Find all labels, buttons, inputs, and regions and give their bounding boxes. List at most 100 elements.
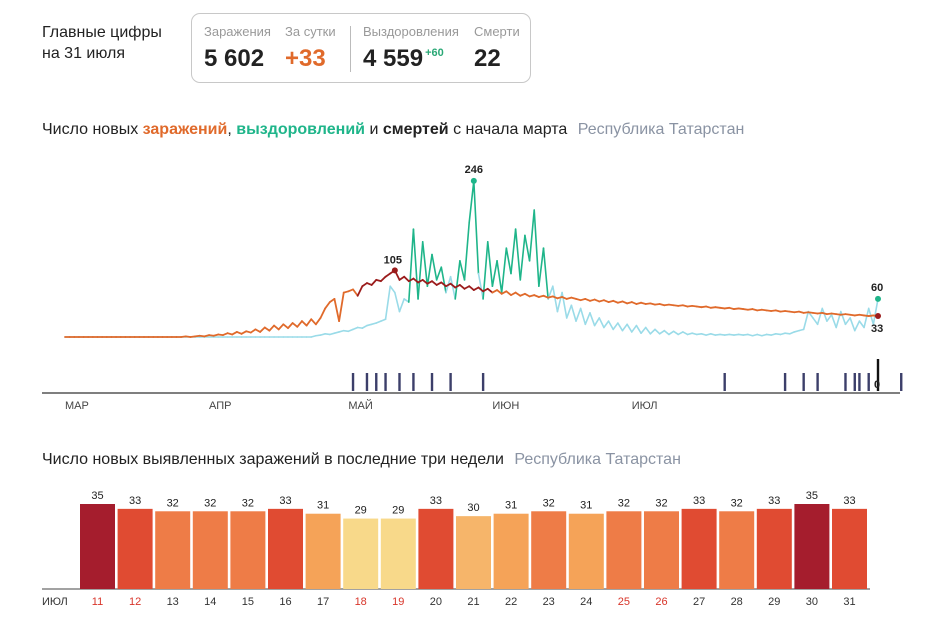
recoveries-segment [454, 260, 461, 300]
bar [756, 508, 792, 589]
recoveries-segment [617, 322, 624, 332]
recoveries-segment [626, 323, 633, 333]
recovered-stat: Выздоровления 4 559 +60 [363, 24, 459, 73]
bar [80, 504, 115, 589]
recoveries-segment [463, 221, 470, 281]
line-chart: МАР АПР МАЙ ИЮН ИЮЛ 105 246 60 33 0 [42, 164, 903, 410]
infections-label: Заражения [204, 24, 271, 39]
recoveries-segment [798, 328, 805, 332]
death-bar [802, 373, 805, 391]
recoveries-segment [435, 266, 443, 281]
recoveries-segment [812, 317, 819, 326]
bar-value-label: 29 [392, 505, 404, 517]
recoveries-segment [551, 285, 559, 313]
infections-segment [352, 288, 359, 297]
title-line-1: Главные цифры [42, 24, 162, 41]
recoveries-segment [491, 260, 498, 288]
recoveries-segment [505, 247, 512, 275]
death-bar [853, 373, 856, 391]
recoveries-segment [366, 323, 373, 327]
infections-value: 5 602 [204, 45, 265, 72]
line-chart-region: Республика Татарстан [577, 121, 745, 138]
infections-segment [287, 322, 294, 330]
daily-label: За сутки [285, 24, 336, 39]
recoveries-segment [677, 331, 684, 336]
recovered-value-wrap: 4 559 +60 [363, 45, 459, 73]
infections-segment [296, 320, 303, 328]
recoveries-segment [826, 313, 833, 322]
recoveries-segment [672, 330, 680, 336]
daily-stat: За сутки +33 [285, 24, 336, 73]
recoveries-segment [468, 180, 475, 224]
recoveries-segment [863, 307, 870, 329]
recoveries-segment [644, 326, 652, 335]
bar-chart: ИЮЛ 35 11 33 12 32 13 32 14 32 15 33 16 31 17 29 18 29 19 3… [42, 490, 870, 608]
bar-category-label: 24 [580, 596, 592, 608]
bar-category-label: 20 [430, 596, 442, 608]
recoveries-segment [603, 320, 610, 329]
bar-category-label: 29 [768, 596, 780, 608]
recoveries-segment [844, 317, 851, 326]
bar-category-label: 31 [843, 596, 855, 608]
infections-segment [431, 280, 438, 286]
bar-chart-title-text: Число новых выявленных заражений в после… [42, 451, 504, 468]
bar-category-label: 18 [355, 596, 367, 608]
bar [230, 511, 266, 589]
infections-segment [356, 285, 364, 297]
recoveries-segment [333, 331, 340, 334]
death-bar [398, 373, 401, 391]
infections-segment [458, 284, 466, 290]
bar-value-label: 33 [693, 495, 705, 507]
bar-category-label: 13 [167, 596, 179, 608]
bar-chart-region: Республика Татарстан [514, 451, 681, 468]
infections-segment [268, 324, 275, 332]
deaths-label: Смерти [474, 24, 520, 39]
recoveries-segment [584, 312, 591, 326]
recoveries-segment [361, 324, 368, 329]
infections-segment [505, 290, 512, 297]
x-tick-label: МАЙ [348, 399, 372, 410]
recoveries-segment [403, 298, 410, 303]
bar-value-label: 35 [806, 490, 818, 502]
bar-value-label: 33 [843, 495, 855, 507]
bar [268, 508, 303, 589]
recoveries-segment [570, 304, 577, 322]
infections-segment [291, 322, 299, 328]
bar-value-label: 31 [580, 500, 592, 512]
recoveries-segment [556, 291, 563, 313]
bar-value-label: 32 [655, 497, 667, 509]
death-bar [430, 373, 434, 391]
bar-category-label: 26 [655, 596, 667, 608]
recovered-delta: +60 [425, 47, 444, 59]
infections-segment [324, 301, 331, 310]
infections-segment [282, 323, 289, 330]
recoveries-segment [607, 320, 614, 331]
recoveries-segment [598, 317, 605, 329]
recoveries-segment [486, 241, 494, 288]
bar-category-label: 22 [505, 596, 517, 608]
death-bar [900, 373, 903, 391]
infections-segment [468, 285, 475, 291]
infections-segment [384, 272, 392, 278]
peak-infections-dot [391, 267, 398, 274]
x-tick-label: ИЮН [492, 400, 519, 410]
bar-value-label: 31 [505, 500, 517, 512]
infections-segment [403, 275, 410, 283]
bar [343, 518, 379, 589]
last-recoveries-dot [875, 295, 881, 302]
recoveries-segment [510, 228, 517, 275]
recoveries-segment [338, 329, 345, 333]
recoveries-segment [542, 247, 549, 300]
infections-segment [370, 278, 378, 286]
death-bar [867, 373, 870, 391]
infections-segment [449, 282, 457, 289]
bar [192, 511, 228, 589]
recoveries-segment [347, 328, 354, 333]
recoveries-segment [700, 333, 707, 336]
death-bar [723, 373, 726, 391]
bar-value-label: 32 [167, 497, 179, 509]
bar-chart-title: Число новых выявленных заражений в после… [42, 451, 681, 469]
recoveries-segment [538, 247, 545, 288]
bar-value-label: 32 [204, 497, 216, 509]
recoveries-segment [589, 312, 596, 327]
